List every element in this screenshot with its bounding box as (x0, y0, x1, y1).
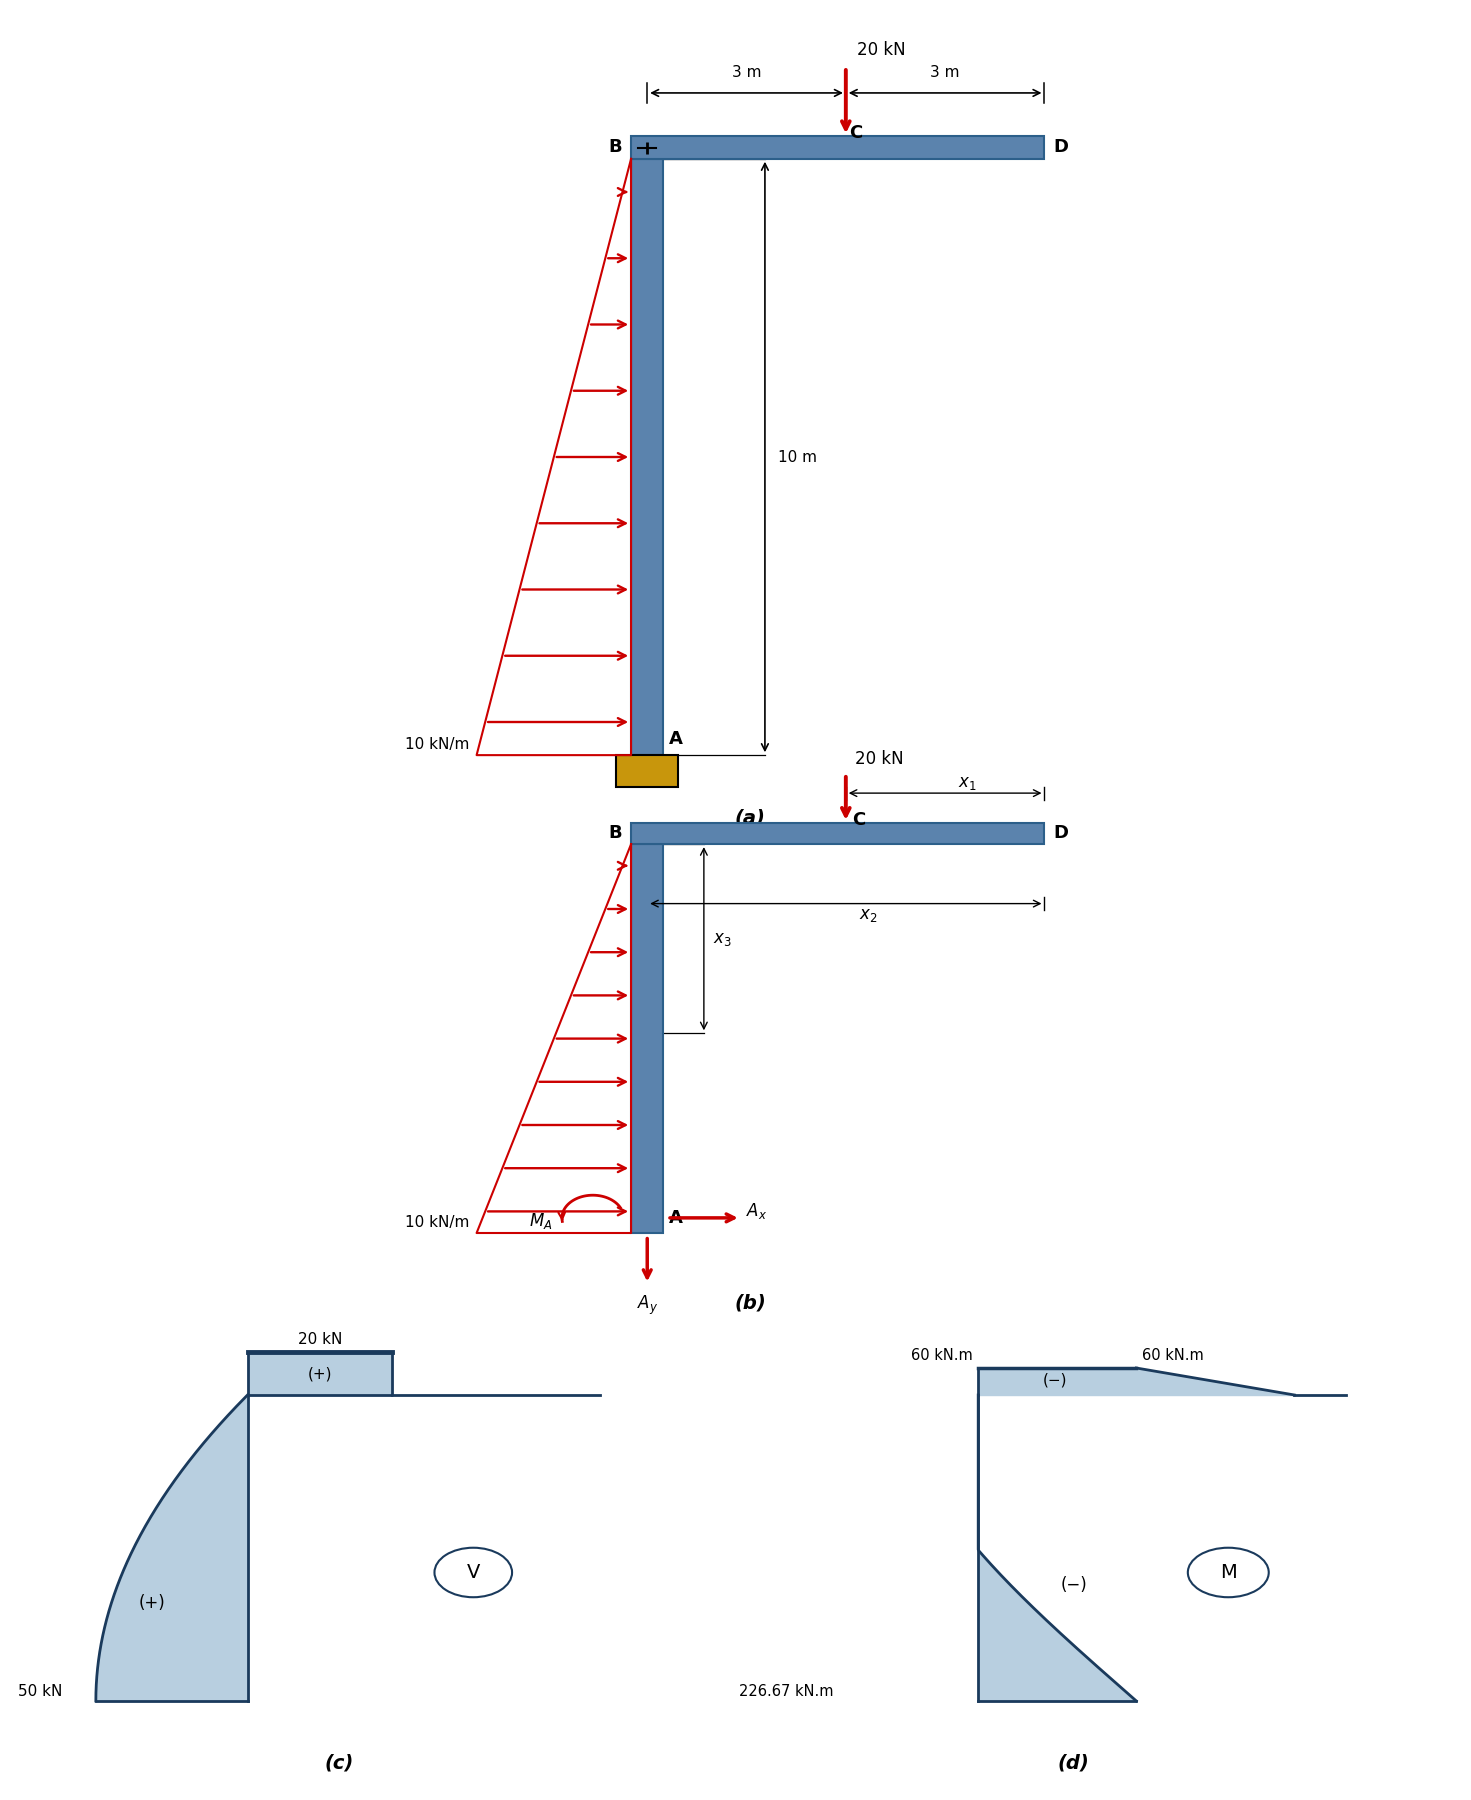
Polygon shape (631, 844, 663, 1233)
Text: V: V (466, 1562, 480, 1582)
Text: 20 kN: 20 kN (855, 749, 903, 767)
Text: (d): (d) (1058, 1753, 1090, 1773)
Text: $A_x$: $A_x$ (746, 1201, 766, 1220)
Text: 3 m: 3 m (930, 65, 961, 81)
Text: D: D (1053, 824, 1068, 842)
Text: 226.67 kN.m: 226.67 kN.m (738, 1683, 834, 1699)
Text: (b): (b) (734, 1294, 766, 1312)
Text: (a): (a) (736, 808, 765, 828)
Text: 60 kN.m: 60 kN.m (911, 1348, 972, 1364)
Text: (−): (−) (1061, 1575, 1087, 1593)
Text: B: B (609, 139, 622, 157)
Text: 20 kN: 20 kN (297, 1332, 343, 1346)
Polygon shape (631, 158, 663, 756)
Text: B: B (609, 824, 622, 842)
Text: (+): (+) (307, 1366, 332, 1381)
Text: 3 m: 3 m (731, 65, 762, 81)
Text: 60 kN.m: 60 kN.m (1141, 1348, 1203, 1364)
Circle shape (1187, 1548, 1268, 1597)
Text: $x_3$: $x_3$ (712, 929, 731, 947)
Text: 10 m: 10 m (778, 450, 818, 464)
Text: (+): (+) (138, 1595, 166, 1613)
Text: (c): (c) (325, 1753, 355, 1773)
Text: $A_y$: $A_y$ (637, 1294, 658, 1316)
Text: A: A (669, 731, 683, 749)
Polygon shape (616, 756, 678, 787)
Polygon shape (631, 137, 1044, 158)
Polygon shape (631, 823, 1044, 844)
Text: 20 kN: 20 kN (856, 41, 906, 59)
Text: $x_1$: $x_1$ (958, 774, 977, 792)
Text: A: A (669, 1208, 683, 1226)
Text: $x_2$: $x_2$ (859, 905, 877, 923)
Text: 10 kN/m: 10 kN/m (405, 738, 469, 752)
Text: 10 kN/m: 10 kN/m (405, 1215, 469, 1231)
Text: M: M (1219, 1562, 1237, 1582)
Text: $M_A$: $M_A$ (530, 1211, 553, 1231)
Circle shape (434, 1548, 512, 1597)
Text: C: C (849, 124, 863, 142)
Text: D: D (1053, 139, 1068, 157)
Text: 50 kN: 50 kN (18, 1683, 63, 1699)
Text: (−): (−) (1043, 1373, 1068, 1388)
Text: C: C (852, 812, 865, 830)
